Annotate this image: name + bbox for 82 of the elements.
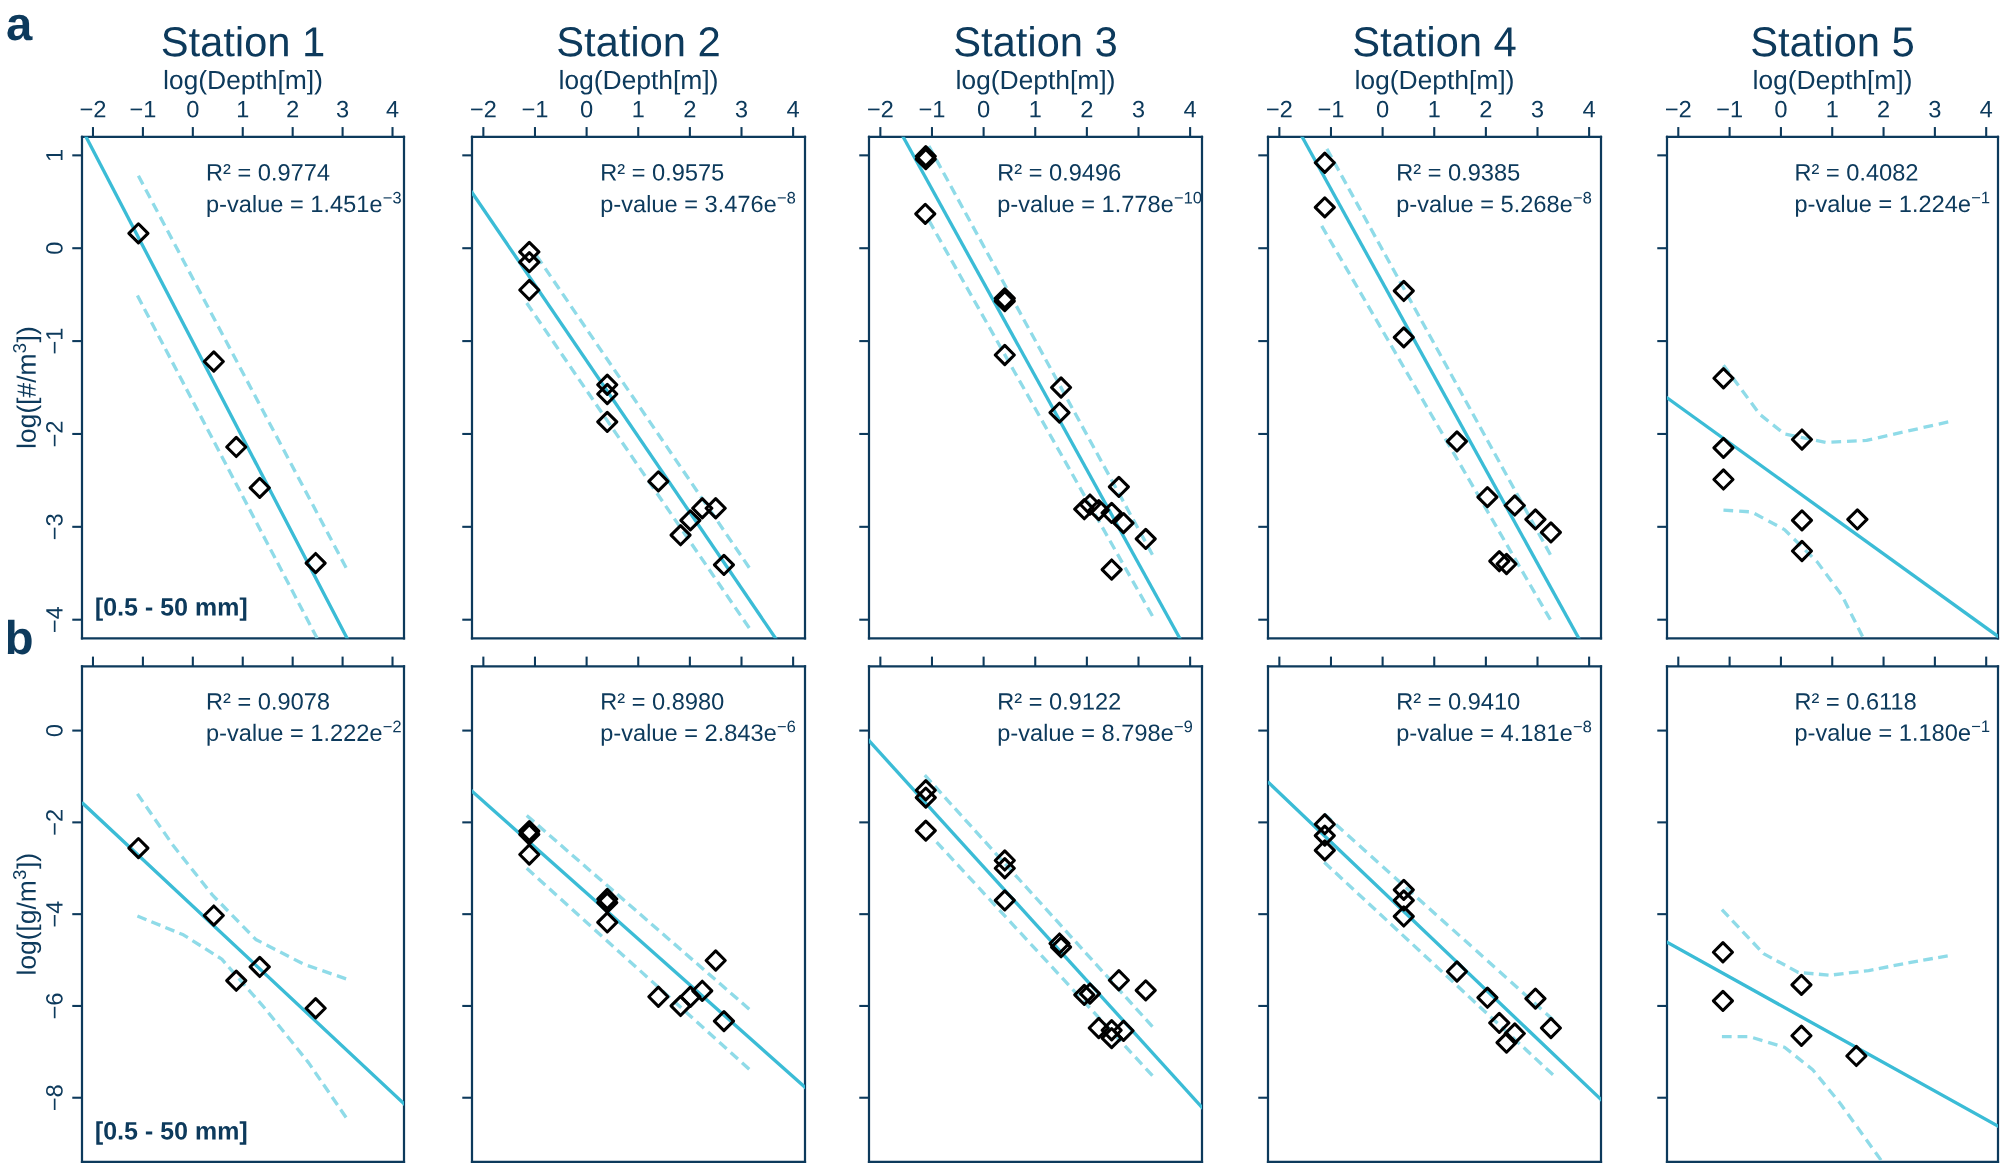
y-tick-label: 0	[46, 242, 63, 254]
x-tick-label: 3	[1531, 100, 1544, 118]
annotation: p-value = 1.778e$^{−10}$	[998, 191, 1202, 218]
x-tick-label: 4	[1980, 101, 1993, 118]
x-tick-label: 4	[1184, 101, 1196, 118]
y-tick-label: −6	[46, 993, 63, 1019]
chart-title: Station 3	[955, 26, 1116, 57]
annotation: R² = 0.9774	[207, 164, 330, 181]
x-tick-label: 0	[1376, 100, 1389, 118]
chart-title: Station 2	[558, 26, 719, 57]
text: b	[7, 619, 32, 655]
x-tick-label: 4	[787, 101, 799, 118]
x-tick-label: −1	[130, 101, 156, 118]
text: a	[7, 14, 33, 41]
x-tick-label: −2	[1267, 100, 1292, 118]
x-tick-label: 3	[1929, 100, 1941, 118]
y-tick-label: −1	[46, 328, 63, 354]
y-tick-label: −4	[46, 606, 63, 632]
x-axis-title: log(Depth[m])	[560, 69, 717, 95]
x-tick-label: 0	[1775, 100, 1787, 118]
y-tick-label: 0	[46, 724, 63, 737]
x-tick-label: 2	[1480, 100, 1492, 118]
x-tick-label: −2	[1666, 100, 1691, 118]
annotation: p-value = 3.476e$^{−8}$	[601, 191, 796, 218]
x-tick-label: 1	[237, 101, 249, 118]
x-tick-label: −1	[919, 101, 945, 118]
y-axis-title: log([#/m$^{3}$])	[13, 327, 42, 448]
annotation: p-value = 1.222e$^{−2}$	[207, 720, 401, 746]
x-axis-title: log(Depth[m])	[957, 69, 1114, 95]
annotation: R² = 0.9122	[999, 693, 1121, 710]
x-tick-label: −2	[868, 100, 893, 118]
x-tick-label: 3	[1132, 100, 1145, 118]
y-tick-label: −4	[46, 901, 63, 927]
annotation: p-value = 1.451e$^{−3}$	[207, 191, 401, 218]
annotation: p-value = 4.181e$^{−8}$	[1397, 720, 1592, 746]
x-axis-title: log(Depth[m])	[1754, 69, 1911, 95]
annotation: R² = 0.8980	[602, 693, 724, 710]
x-tick-label: −1	[1717, 101, 1742, 118]
x-tick-label: 1	[1030, 101, 1041, 118]
y-tick-label: 1	[46, 149, 63, 161]
x-axis-title: log(Depth[m])	[1356, 69, 1513, 95]
annotation: p-value = 5.268e$^{−8}$	[1397, 191, 1592, 218]
annotation: R² = 0.6118	[1796, 693, 1916, 710]
y-tick-label: −2	[46, 810, 63, 835]
y-tick-label: −2	[46, 421, 63, 447]
x-tick-label: 4	[1583, 101, 1595, 118]
annotation: p-value = 8.798e$^{−9}$	[998, 720, 1193, 746]
x-tick-label: 1	[1827, 101, 1838, 118]
x-tick-label: 0	[580, 100, 593, 118]
x-tick-label: 2	[1081, 100, 1093, 118]
chart-title: Station 4	[1354, 26, 1516, 57]
y-tick-label: −8	[46, 1085, 63, 1111]
y-axis-title: log([g/m$^{3}$])	[13, 854, 42, 974]
x-tick-label: 2	[1878, 100, 1889, 118]
x-tick-label: 4	[386, 101, 399, 118]
x-tick-label: 0	[187, 100, 199, 118]
x-tick-label: 1	[633, 101, 644, 118]
annotation: p-value = 2.843e$^{−6}$	[601, 720, 796, 746]
annotation: p-value = 1.180e$^{−1}$	[1795, 720, 1990, 746]
y-tick-label: −3	[46, 514, 63, 540]
x-tick-label: 2	[684, 100, 696, 118]
annotation: R² = 0.9575	[602, 164, 724, 181]
annotation: R² = 0.9410	[1398, 693, 1520, 710]
annotation: R² = 0.4082	[1796, 164, 1918, 181]
annotation: [0.5 - 50 mm]	[96, 1121, 247, 1145]
x-axis-title: log(Depth[m])	[164, 69, 322, 95]
x-tick-label: −2	[80, 100, 106, 118]
annotation: p-value = 1.224e$^{−1}$	[1795, 191, 1990, 217]
annotation: R² = 0.9496	[999, 164, 1121, 181]
annotation: R² = 0.9385	[1398, 164, 1520, 181]
x-tick-label: 1	[1429, 101, 1440, 118]
x-tick-label: −1	[1318, 101, 1344, 118]
x-tick-label: −1	[522, 101, 548, 118]
chart-title: Station 1	[162, 26, 324, 57]
x-tick-label: 0	[977, 100, 990, 118]
annotation: [0.5 - 50 mm]	[96, 597, 247, 621]
chart-title: Station 5	[1752, 26, 1913, 57]
x-tick-label: 2	[287, 100, 299, 118]
x-tick-label: −2	[471, 100, 496, 118]
annotation: R² = 0.9078	[207, 693, 329, 710]
x-tick-label: 3	[735, 100, 748, 118]
x-tick-label: 3	[336, 100, 349, 118]
